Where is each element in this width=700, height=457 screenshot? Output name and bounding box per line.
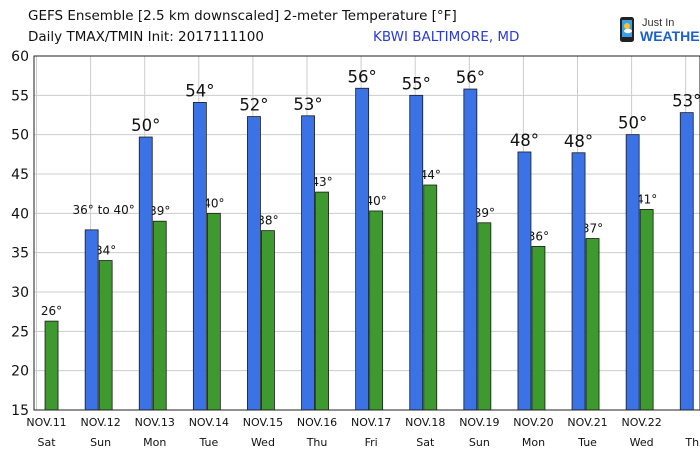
x-date-label: NOV.22	[622, 416, 662, 429]
tmax-value-label: 48°	[564, 132, 593, 151]
tmin-bar	[261, 230, 275, 411]
tmin-bar	[152, 220, 167, 411]
y-tick-label: 30	[11, 285, 29, 301]
x-date-label: NOV.11	[26, 416, 66, 429]
chart-subtitle: Daily TMAX/TMIN Init: 2017111100	[28, 29, 264, 45]
tmin-value-label: 40°	[203, 196, 224, 210]
tmax-value-label: 56°	[348, 67, 377, 86]
phone-weather-icon	[620, 17, 634, 42]
y-tick-label: 20	[11, 364, 29, 380]
tmin-value-label: 34°	[95, 244, 116, 258]
tmax-value-label: 56°	[456, 68, 485, 87]
x-date-label: NOV.14	[189, 416, 229, 429]
x-weekday-label: Sat	[416, 436, 435, 449]
tmin-value-label: 43°	[311, 175, 332, 189]
tmax-bar	[84, 229, 99, 411]
x-weekday-label: Sun	[469, 436, 490, 449]
x-weekday-label: Sun	[90, 436, 111, 449]
tmin-bar	[369, 210, 384, 411]
tmax-bar	[679, 112, 694, 411]
tmax-value-label: 55°	[402, 74, 431, 93]
tmax-value-label: 52°	[239, 96, 268, 115]
x-date-label: NOV.19	[459, 416, 499, 429]
range-annotation: 36° to 40°	[73, 203, 135, 217]
logo-line1: Just In	[642, 17, 674, 29]
x-weekday-label: Mon	[143, 436, 166, 449]
tmin-bar	[531, 245, 546, 411]
y-tick-label: 40	[11, 206, 29, 222]
tmin-value-label: 39°	[149, 204, 170, 218]
x-date-label: NOV.13	[135, 416, 175, 429]
x-date-label: NOV.18	[405, 416, 445, 429]
tmin-value-label: 26°	[41, 304, 62, 318]
y-tick-label: 25	[11, 324, 29, 340]
tmin-bar	[315, 191, 329, 411]
x-date-label: NOV.12	[81, 416, 121, 429]
chart-title: GEFS Ensemble [2.5 km downscaled] 2-mete…	[28, 8, 457, 24]
y-tick-label: 55	[11, 88, 29, 104]
tmax-bar	[301, 115, 315, 411]
x-date-label: NOV.20	[513, 416, 553, 429]
y-tick-label: 35	[11, 246, 29, 262]
x-weekday-label: Tue	[198, 436, 218, 449]
tmax-value-label: 54°	[185, 81, 214, 100]
tmin-value-label: 37°	[582, 222, 603, 236]
tmin-bar	[44, 320, 59, 411]
x-weekday-label: Thu	[684, 436, 700, 449]
tmin-bar	[423, 184, 438, 411]
x-weekday-label: Sat	[38, 436, 57, 449]
tmin-value-label: 39°	[474, 206, 495, 220]
tmax-bar	[517, 151, 532, 411]
tmax-value-label: 53°	[293, 95, 322, 114]
tmax-value-label: 53°	[672, 92, 700, 111]
tmin-bar	[585, 238, 600, 411]
x-date-label: NOV.21	[567, 416, 607, 429]
tmax-bar	[463, 88, 478, 411]
logo-line2: WEATHER	[640, 28, 700, 44]
tmax-value-label: 48°	[510, 131, 539, 150]
x-weekday-label: Wed	[251, 436, 275, 449]
x-weekday-label: Fri	[365, 436, 378, 449]
tmin-bar	[206, 212, 221, 411]
x-weekday-label: Wed	[630, 436, 654, 449]
tmin-bar	[639, 208, 654, 411]
x-date-label: NOV.16	[297, 416, 337, 429]
tmax-bar	[409, 94, 424, 411]
x-weekday-label: Mon	[522, 436, 545, 449]
x-date-label: NOV.17	[351, 416, 391, 429]
tmin-value-label: 41°	[636, 192, 657, 206]
tmax-bar	[247, 116, 261, 411]
plot-frame	[33, 55, 700, 411]
tmax-bar	[138, 136, 153, 411]
tmax-bar	[355, 87, 370, 411]
y-tick-label: 60	[11, 49, 29, 65]
tmin-value-label: 38°	[257, 214, 278, 228]
just-in-weather-logo: Just In WEATHER	[620, 17, 700, 44]
x-date-label: NOV.15	[243, 416, 283, 429]
tmin-value-label: 44°	[420, 168, 441, 182]
tmin-value-label: 40°	[366, 194, 387, 208]
tmax-value-label: 50°	[131, 116, 160, 135]
y-tick-label: 15	[11, 403, 29, 419]
tmax-value-label: 50°	[618, 114, 647, 133]
tmax-bar	[625, 134, 640, 411]
y-tick-label: 50	[11, 128, 29, 144]
tmin-value-label: 36°	[528, 229, 549, 243]
tmin-bar	[98, 260, 113, 411]
y-tick-label: 45	[11, 167, 29, 183]
tmin-bar	[477, 222, 492, 411]
tmax-bar	[571, 152, 586, 411]
tmax-bar	[192, 102, 207, 411]
x-weekday-label: Tue	[577, 436, 597, 449]
x-weekday-label: Thu	[306, 436, 328, 449]
station-label: KBWI BALTIMORE, MD	[373, 29, 520, 45]
